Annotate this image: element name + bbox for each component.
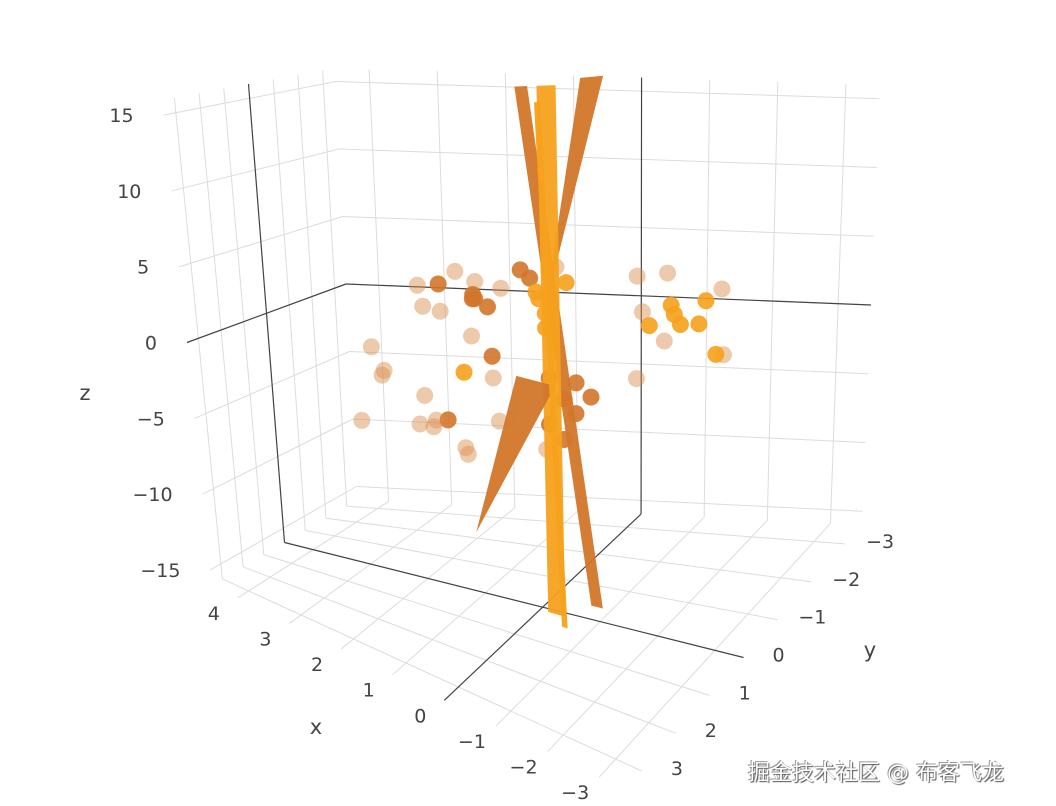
gridline-z (339, 148, 877, 168)
data-point-series-2[interactable] (557, 274, 575, 292)
data-point-series-0[interactable] (416, 386, 434, 404)
data-point-series-2[interactable] (707, 345, 725, 363)
data-point-series-0[interactable] (628, 267, 646, 285)
x-tick-label: 0 (414, 705, 426, 727)
data-point-series-0[interactable] (713, 280, 731, 298)
zeroline-y (247, 83, 286, 543)
surface-1[interactable] (545, 75, 604, 308)
x-tick-label: 3 (259, 628, 271, 650)
data-point-series-2[interactable] (455, 363, 473, 381)
x-tick-label: 2 (311, 654, 323, 676)
data-point-series-0[interactable] (484, 369, 502, 387)
zeroline-x (640, 77, 643, 515)
data-point-series-0[interactable] (362, 338, 380, 356)
y-tick-label: 0 (772, 645, 784, 667)
gridline-y (346, 505, 846, 545)
gridline-y (263, 554, 710, 696)
data-point-series-0[interactable] (431, 302, 449, 320)
data-point-series-1[interactable] (439, 411, 457, 429)
data-point-series-0[interactable] (633, 303, 651, 321)
y-tick-label: 3 (671, 758, 683, 780)
gridline-z (335, 81, 880, 100)
x-tick-label: 4 (208, 603, 220, 625)
data-point-series-0[interactable] (375, 361, 393, 379)
y-axis-title: y (864, 638, 876, 662)
data-point-series-0[interactable] (462, 327, 480, 345)
zeroline-y (284, 541, 744, 659)
data-point-series-2[interactable] (671, 316, 689, 334)
x-tick-label: 1 (363, 680, 375, 702)
x-tick-label: −2 (510, 757, 538, 779)
data-point-series-0[interactable] (659, 264, 677, 282)
data-point-series-0[interactable] (411, 415, 429, 433)
data-point-series-1[interactable] (521, 269, 539, 287)
data-point-series-1[interactable] (483, 347, 501, 365)
z-tick-label: −15 (140, 560, 180, 582)
data-point-series-0[interactable] (353, 411, 371, 429)
y-tick-label: −1 (798, 607, 826, 629)
gridline-y (305, 529, 778, 621)
gridline-z (349, 351, 869, 375)
data-point-series-0[interactable] (490, 412, 508, 430)
data-point-series-0[interactable] (414, 297, 432, 315)
z-tick-label: 15 (109, 105, 133, 127)
data-point-series-0[interactable] (655, 332, 673, 350)
y-tick-label: 1 (739, 682, 751, 704)
x-axis-title: x (310, 715, 322, 739)
data-point-series-1[interactable] (582, 388, 600, 406)
data-point-series-0[interactable] (427, 411, 445, 429)
data-point-series-1[interactable] (464, 285, 482, 303)
z-tick-label: −5 (137, 408, 165, 430)
x-tick-label: −1 (458, 731, 486, 753)
z-tick-label: 0 (145, 333, 157, 355)
gridline-y (222, 578, 643, 772)
gridline-z (342, 216, 874, 237)
gridline-z (352, 418, 866, 443)
data-point-series-2[interactable] (697, 292, 715, 310)
gridline-z (356, 486, 863, 512)
data-point-series-0[interactable] (408, 276, 426, 294)
z-tick-label: −10 (133, 484, 173, 506)
data-point-series-0[interactable] (627, 370, 645, 388)
data-point-series-2[interactable] (527, 283, 545, 301)
data-point-series-2[interactable] (640, 317, 658, 335)
z-tick-label: 5 (137, 257, 149, 279)
data-point-series-1[interactable] (478, 298, 496, 316)
y-tick-label: −2 (832, 569, 860, 591)
y-tick-label: −3 (866, 531, 894, 553)
watermark: 掘金技术社区 @ 布客飞龙 (748, 761, 1004, 786)
data-point-series-0[interactable] (457, 439, 475, 457)
gridline-y (242, 566, 676, 734)
gridline-y (325, 517, 812, 583)
data-point-series-0[interactable] (466, 272, 484, 290)
data-point-series-1[interactable] (567, 374, 585, 392)
data-point-series-0[interactable] (373, 366, 391, 384)
data-point-series-0[interactable] (446, 262, 464, 280)
data-marks (353, 75, 732, 629)
data-point-series-0[interactable] (459, 445, 477, 463)
data-point-series-0[interactable] (425, 418, 443, 436)
data-point-series-2[interactable] (690, 315, 708, 333)
data-point-series-0[interactable] (492, 279, 510, 297)
y-tick-label: 2 (705, 720, 717, 742)
surface-4[interactable] (533, 102, 568, 629)
data-point-series-1[interactable] (429, 275, 447, 293)
surface-3[interactable] (476, 375, 556, 533)
x-tick-label: −3 (561, 782, 589, 804)
z-axis-title: z (79, 381, 90, 405)
z-tick-label: 10 (117, 181, 141, 203)
